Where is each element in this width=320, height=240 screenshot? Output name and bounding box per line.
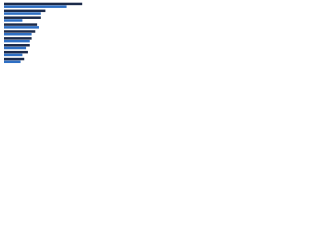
bar: [4, 50, 28, 54]
bar: [4, 44, 30, 47]
bar: [4, 46, 27, 50]
bar: [4, 19, 23, 22]
bar: [4, 2, 83, 6]
bar: [4, 26, 39, 29]
bar: [4, 5, 67, 8]
bar: [4, 39, 30, 43]
bar: [4, 60, 21, 64]
bar: [4, 23, 38, 26]
bar: [4, 37, 32, 40]
bar: [4, 33, 32, 36]
bar: [4, 16, 41, 19]
bar: [4, 53, 23, 57]
chart: [4, 2, 83, 64]
bar: [4, 30, 36, 33]
bar: [4, 57, 25, 61]
bar: [4, 12, 41, 15]
bar: [4, 9, 46, 13]
